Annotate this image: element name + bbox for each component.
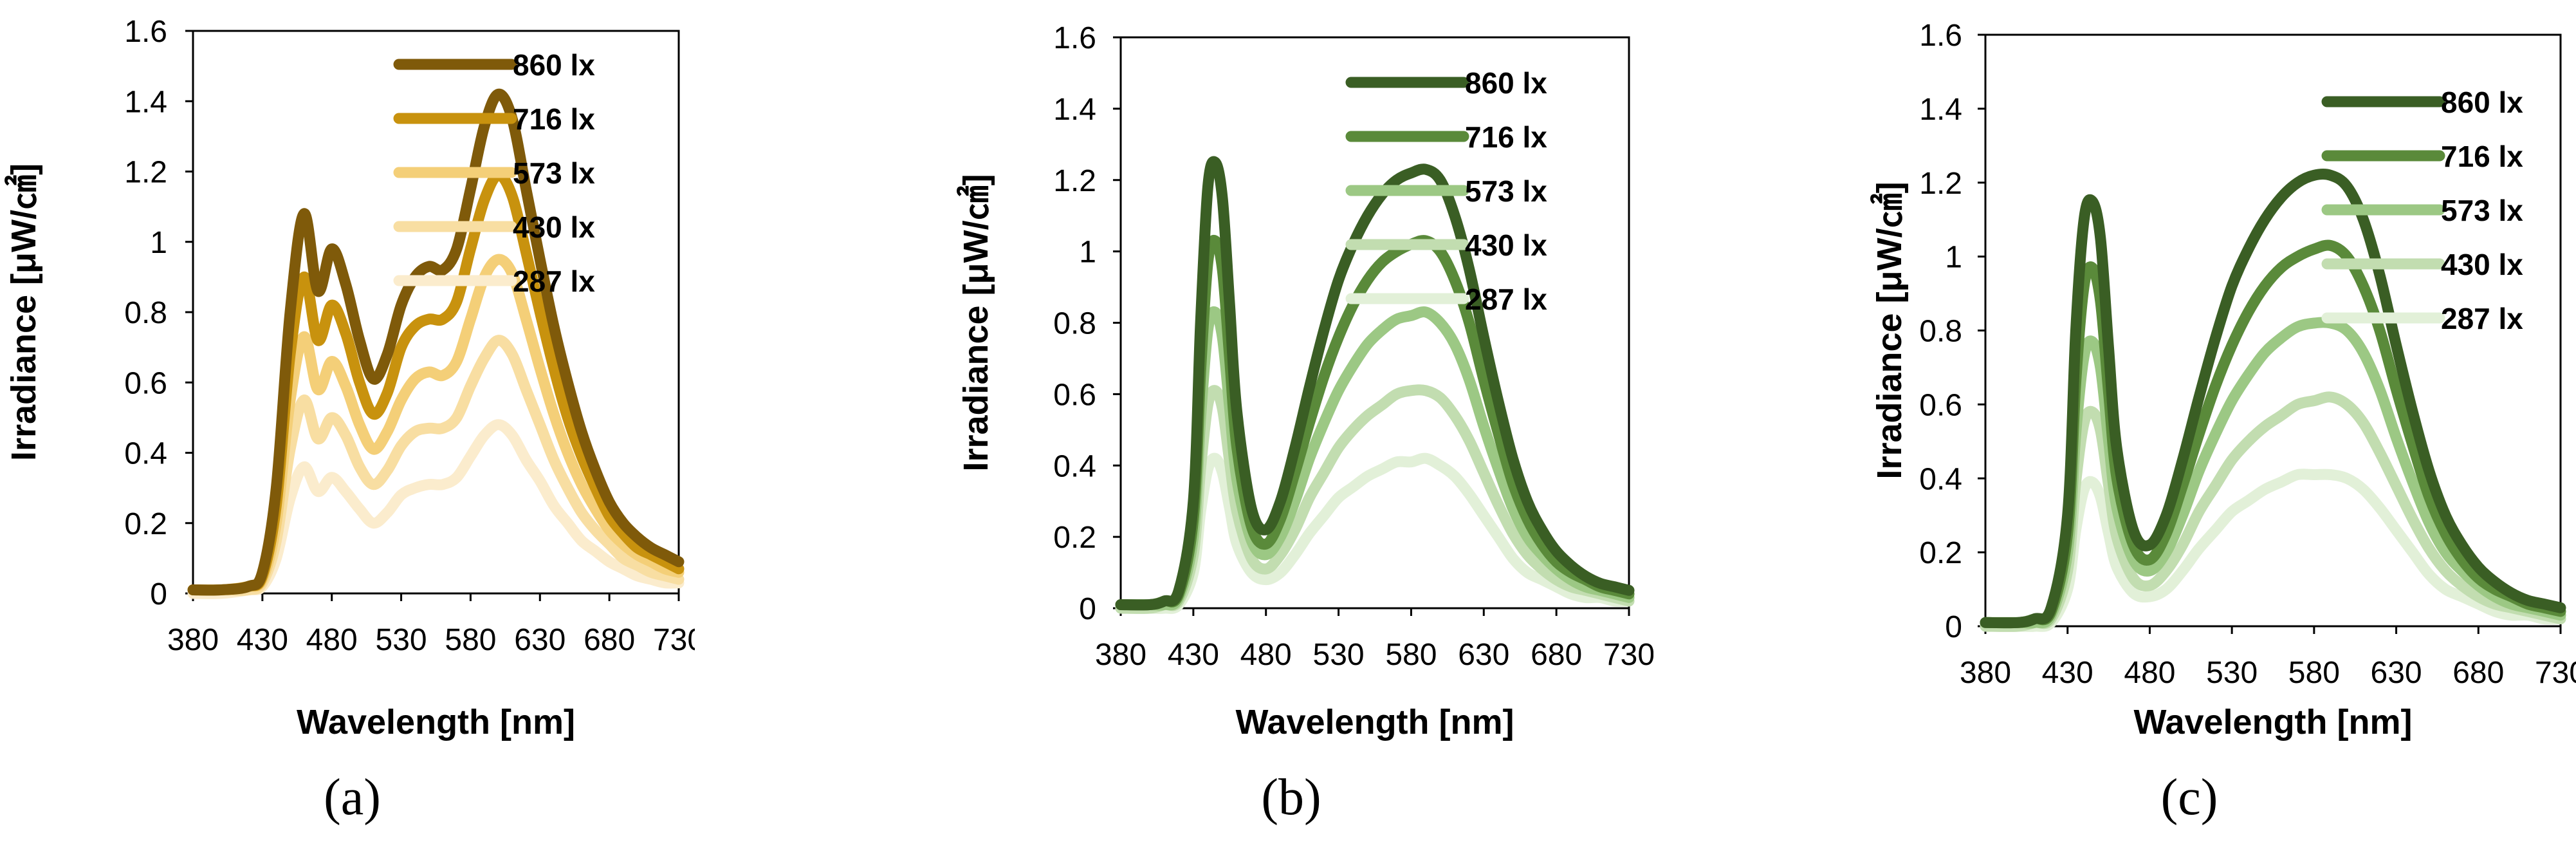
x-tick-label: 530 (1313, 638, 1365, 672)
series-line-430-lx (187, 335, 685, 596)
y-tick-label: 1.4 (1919, 93, 1962, 127)
x-tick-label: 730 (2535, 656, 2576, 690)
x-tick-label: 430 (237, 623, 288, 657)
legend-label: 573 lx (1465, 174, 1547, 208)
legend-label: 860 lx (1465, 66, 1547, 100)
y-tick-label: 0.6 (1919, 388, 1962, 422)
legend-label: 716 lx (2441, 140, 2523, 173)
x-tick-label: 680 (2452, 656, 2504, 690)
x-tick-label: 630 (1458, 638, 1509, 672)
chart-panel-a: 0 0.2 0.4 0.6 0.8 1 1.2 1.4 1.6 380 430 480 530 580 63… (0, 0, 695, 847)
x-tick-label: 630 (2371, 656, 2422, 690)
x-tick-label: 530 (2206, 656, 2258, 690)
x-tick-label: 380 (167, 623, 219, 657)
y-tick-label: 0.4 (124, 437, 167, 471)
series-line-287-lx (187, 419, 685, 599)
series-line-860-lx (187, 88, 685, 596)
legend-label: 287 lx (1465, 283, 1547, 316)
y-tick-label: 0.4 (1919, 462, 1962, 496)
series-line-287-lx (1980, 469, 2566, 632)
x-tick-label: 730 (1603, 638, 1653, 672)
legend-label: 287 lx (513, 265, 595, 298)
x-tick-label: 730 (653, 623, 695, 657)
legend-label: 430 lx (2441, 248, 2523, 281)
y-tick-label: 0.8 (124, 296, 167, 330)
x-axis-title: Wavelength [nm] (297, 703, 575, 741)
x-tick-label: 380 (1095, 638, 1146, 672)
x-tick-label: 680 (1531, 638, 1582, 672)
y-tick-label: 0.2 (1053, 521, 1096, 555)
legend-label: 430 lx (513, 210, 595, 244)
y-tick-label: 1 (1079, 236, 1096, 270)
legend-label: 716 lx (1465, 120, 1547, 154)
x-tick-label: 380 (1960, 656, 2011, 690)
x-tick-label: 580 (445, 623, 496, 657)
legend-label: 573 lx (513, 156, 595, 190)
legend-label: 430 lx (1465, 228, 1547, 262)
chart-svg-c: 0 0.2 0.4 0.6 0.8 1 1.2 1.4 1.6 380 430 480 530 580 63… (1870, 19, 2576, 826)
legend-label: 860 lx (2441, 86, 2523, 119)
y-tick-label: 0.4 (1053, 449, 1096, 483)
x-tick-label: 430 (2042, 656, 2093, 690)
series-line-860-lx (1115, 156, 1635, 611)
y-tick-label: 1.6 (1919, 19, 1962, 53)
x-tick-label: 580 (1385, 638, 1437, 672)
y-tick-label: 0.8 (1053, 307, 1096, 341)
y-tick-label: 0.6 (1053, 378, 1096, 412)
x-tick-label: 480 (2124, 656, 2175, 690)
chart-panel-b: 0 0.2 0.4 0.6 0.8 1 1.2 1.4 1.6 380 430 480 530 580 63… (952, 0, 1653, 847)
x-tick-label: 580 (2288, 656, 2340, 690)
series-line-860-lx (1980, 168, 2566, 629)
y-tick-label: 0.2 (124, 507, 167, 541)
x-tick-label: 430 (1168, 638, 1219, 672)
y-tick-label: 0 (150, 577, 167, 611)
y-tick-label: 1.6 (124, 15, 167, 49)
series-line-287-lx (1115, 452, 1635, 614)
legend-label: 716 lx (513, 102, 595, 136)
x-axis-title: Wavelength [nm] (2133, 703, 2412, 741)
y-tick-label: 0.2 (1919, 536, 1962, 570)
y-tick-label: 1.2 (1053, 164, 1096, 198)
y-tick-label: 1 (1945, 241, 1962, 275)
y-tick-label: 1 (150, 226, 167, 260)
legend-label: 287 lx (2441, 302, 2523, 335)
panel-label-b: (b) (1261, 769, 1321, 826)
x-tick-label: 680 (584, 623, 635, 657)
y-tick-label: 0.8 (1919, 315, 1962, 349)
x-tick-label: 630 (514, 623, 566, 657)
y-tick-label: 0.6 (124, 366, 167, 400)
x-tick-label: 480 (1240, 638, 1292, 672)
y-tick-label: 1.2 (1919, 167, 1962, 201)
y-tick-label: 1.6 (1053, 21, 1096, 55)
y-tick-label: 0 (1945, 610, 1962, 644)
panel-label-a: (a) (324, 769, 381, 826)
y-tick-label: 1.2 (124, 156, 167, 190)
chart-svg-b: 0 0.2 0.4 0.6 0.8 1 1.2 1.4 1.6 380 430 480 530 580 63… (956, 21, 1653, 826)
x-tick-label: 480 (306, 623, 358, 657)
chart-svg-a: 0 0.2 0.4 0.6 0.8 1 1.2 1.4 1.6 380 430 480 530 580 63… (4, 15, 695, 826)
x-tick-label: 530 (376, 623, 427, 657)
legend-label: 573 lx (2441, 194, 2523, 227)
y-tick-label: 1.4 (1053, 93, 1096, 127)
chart-panel-c: 0 0.2 0.4 0.6 0.8 1 1.2 1.4 1.6 380 430 480 530 580 63… (1866, 0, 2576, 847)
y-axis-title: Irradiance [μW/㎠] (4, 163, 43, 461)
series-line-430-lx (1980, 391, 2566, 632)
y-tick-label: 0 (1079, 592, 1096, 626)
panel-label-c: (c) (2161, 769, 2218, 826)
x-axis-title: Wavelength [nm] (1235, 703, 1514, 741)
y-axis-title: Irradiance [μW/㎠] (956, 174, 995, 471)
y-axis-title: Irradiance [μW/㎠] (1870, 182, 1909, 479)
y-tick-label: 1.4 (124, 85, 167, 119)
legend-label: 860 lx (513, 48, 595, 82)
